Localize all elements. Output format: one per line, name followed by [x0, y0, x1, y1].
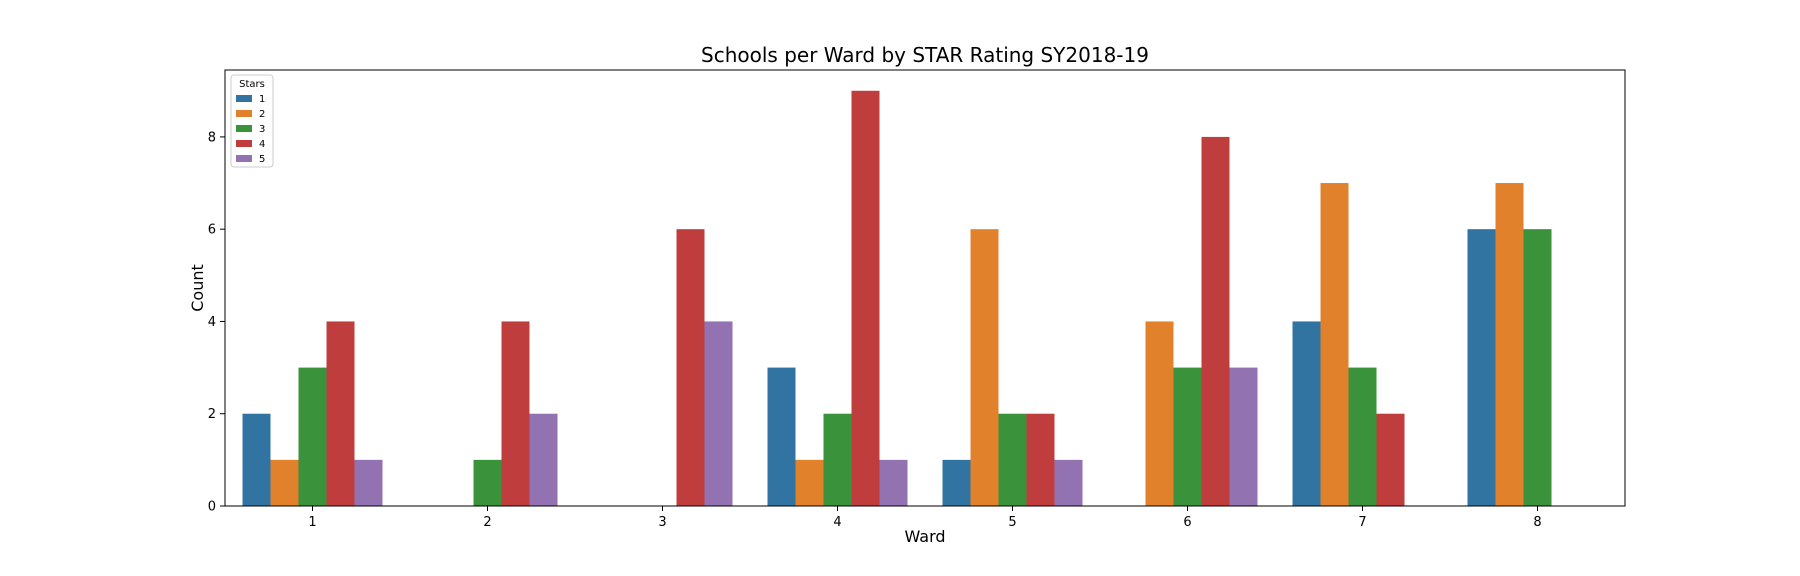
legend-label-2: 2 — [259, 109, 265, 120]
legend-swatch-3 — [236, 125, 252, 132]
legend-swatch-5 — [236, 155, 252, 162]
plot-frame — [224, 69, 1626, 507]
legend: Stars 1 2 3 4 5 — [230, 74, 274, 168]
y-axis: 0 2 4 6 8 — [208, 130, 225, 515]
bar-ward-7-stars-1 — [1292, 321, 1321, 506]
bar-ward-8-stars-1 — [1467, 229, 1496, 507]
bar-ward-5-stars-1 — [942, 459, 971, 506]
y-axis-title: Count — [188, 264, 207, 312]
legend-title: Stars — [239, 79, 265, 90]
bar-ward-4-stars-4 — [851, 90, 880, 506]
bar-ward-5-stars-5 — [1054, 459, 1083, 506]
bar-ward-1-stars-5 — [354, 459, 383, 506]
bar-ward-6-stars-2 — [1145, 321, 1174, 506]
bar-ward-2-stars-4 — [501, 321, 530, 506]
legend-label-3: 3 — [259, 124, 265, 135]
bar-ward-6-stars-5 — [1229, 367, 1258, 506]
bar-ward-1-stars-4 — [326, 321, 355, 506]
bar-ward-8-stars-2 — [1495, 183, 1524, 507]
bar-ward-2-stars-5 — [529, 413, 558, 506]
bar-ward-6-stars-4 — [1201, 136, 1230, 506]
bar-ward-4-stars-5 — [879, 459, 908, 506]
legend-label-5: 5 — [259, 154, 265, 165]
bar-ward-5-stars-4 — [1026, 413, 1055, 506]
legend-label-1: 1 — [259, 94, 265, 105]
bar-ward-2-stars-3 — [473, 459, 502, 506]
chart-title: Schools per Ward by STAR Rating SY2018-1… — [701, 43, 1149, 67]
x-tick-label: 4 — [833, 515, 841, 530]
bar-ward-7-stars-3 — [1348, 367, 1377, 506]
bar-ward-4-stars-2 — [795, 459, 824, 506]
bar-ward-7-stars-2 — [1320, 183, 1349, 507]
x-tick-label: 3 — [658, 515, 666, 530]
y-tick-label: 8 — [208, 130, 216, 145]
bar-ward-3-stars-5 — [704, 321, 733, 506]
bar-ward-4-stars-3 — [823, 413, 852, 506]
legend-label-4: 4 — [259, 139, 265, 150]
y-tick-label: 2 — [208, 407, 216, 422]
legend-swatch-1 — [236, 95, 252, 102]
x-tick-label: 8 — [1533, 515, 1541, 530]
legend-swatch-2 — [236, 110, 252, 117]
bar-ward-7-stars-4 — [1376, 413, 1405, 506]
y-tick-label: 0 — [208, 500, 216, 515]
bars-group — [242, 90, 1552, 507]
bar-ward-1-stars-2 — [270, 459, 299, 506]
y-tick-label: 4 — [208, 315, 216, 330]
bar-ward-1-stars-3 — [298, 367, 327, 506]
bar-ward-5-stars-3 — [998, 413, 1027, 506]
y-tick-label: 6 — [208, 223, 216, 238]
x-tick-label: 6 — [1183, 515, 1191, 530]
legend-swatch-4 — [236, 140, 252, 147]
bar-ward-1-stars-1 — [242, 413, 271, 506]
x-tick-label: 2 — [483, 515, 491, 530]
bar-ward-6-stars-3 — [1173, 367, 1202, 506]
x-tick-label: 5 — [1008, 515, 1016, 530]
x-tick-label: 7 — [1358, 515, 1366, 530]
bar-ward-8-stars-3 — [1523, 229, 1552, 507]
bar-ward-5-stars-2 — [970, 229, 999, 507]
bar-ward-4-stars-1 — [767, 367, 796, 506]
x-tick-label: 1 — [308, 515, 316, 530]
bar-ward-3-stars-4 — [676, 229, 705, 507]
x-axis-title: Ward — [904, 527, 945, 546]
x-axis: 1 2 3 4 5 6 7 8 — [308, 506, 1542, 530]
